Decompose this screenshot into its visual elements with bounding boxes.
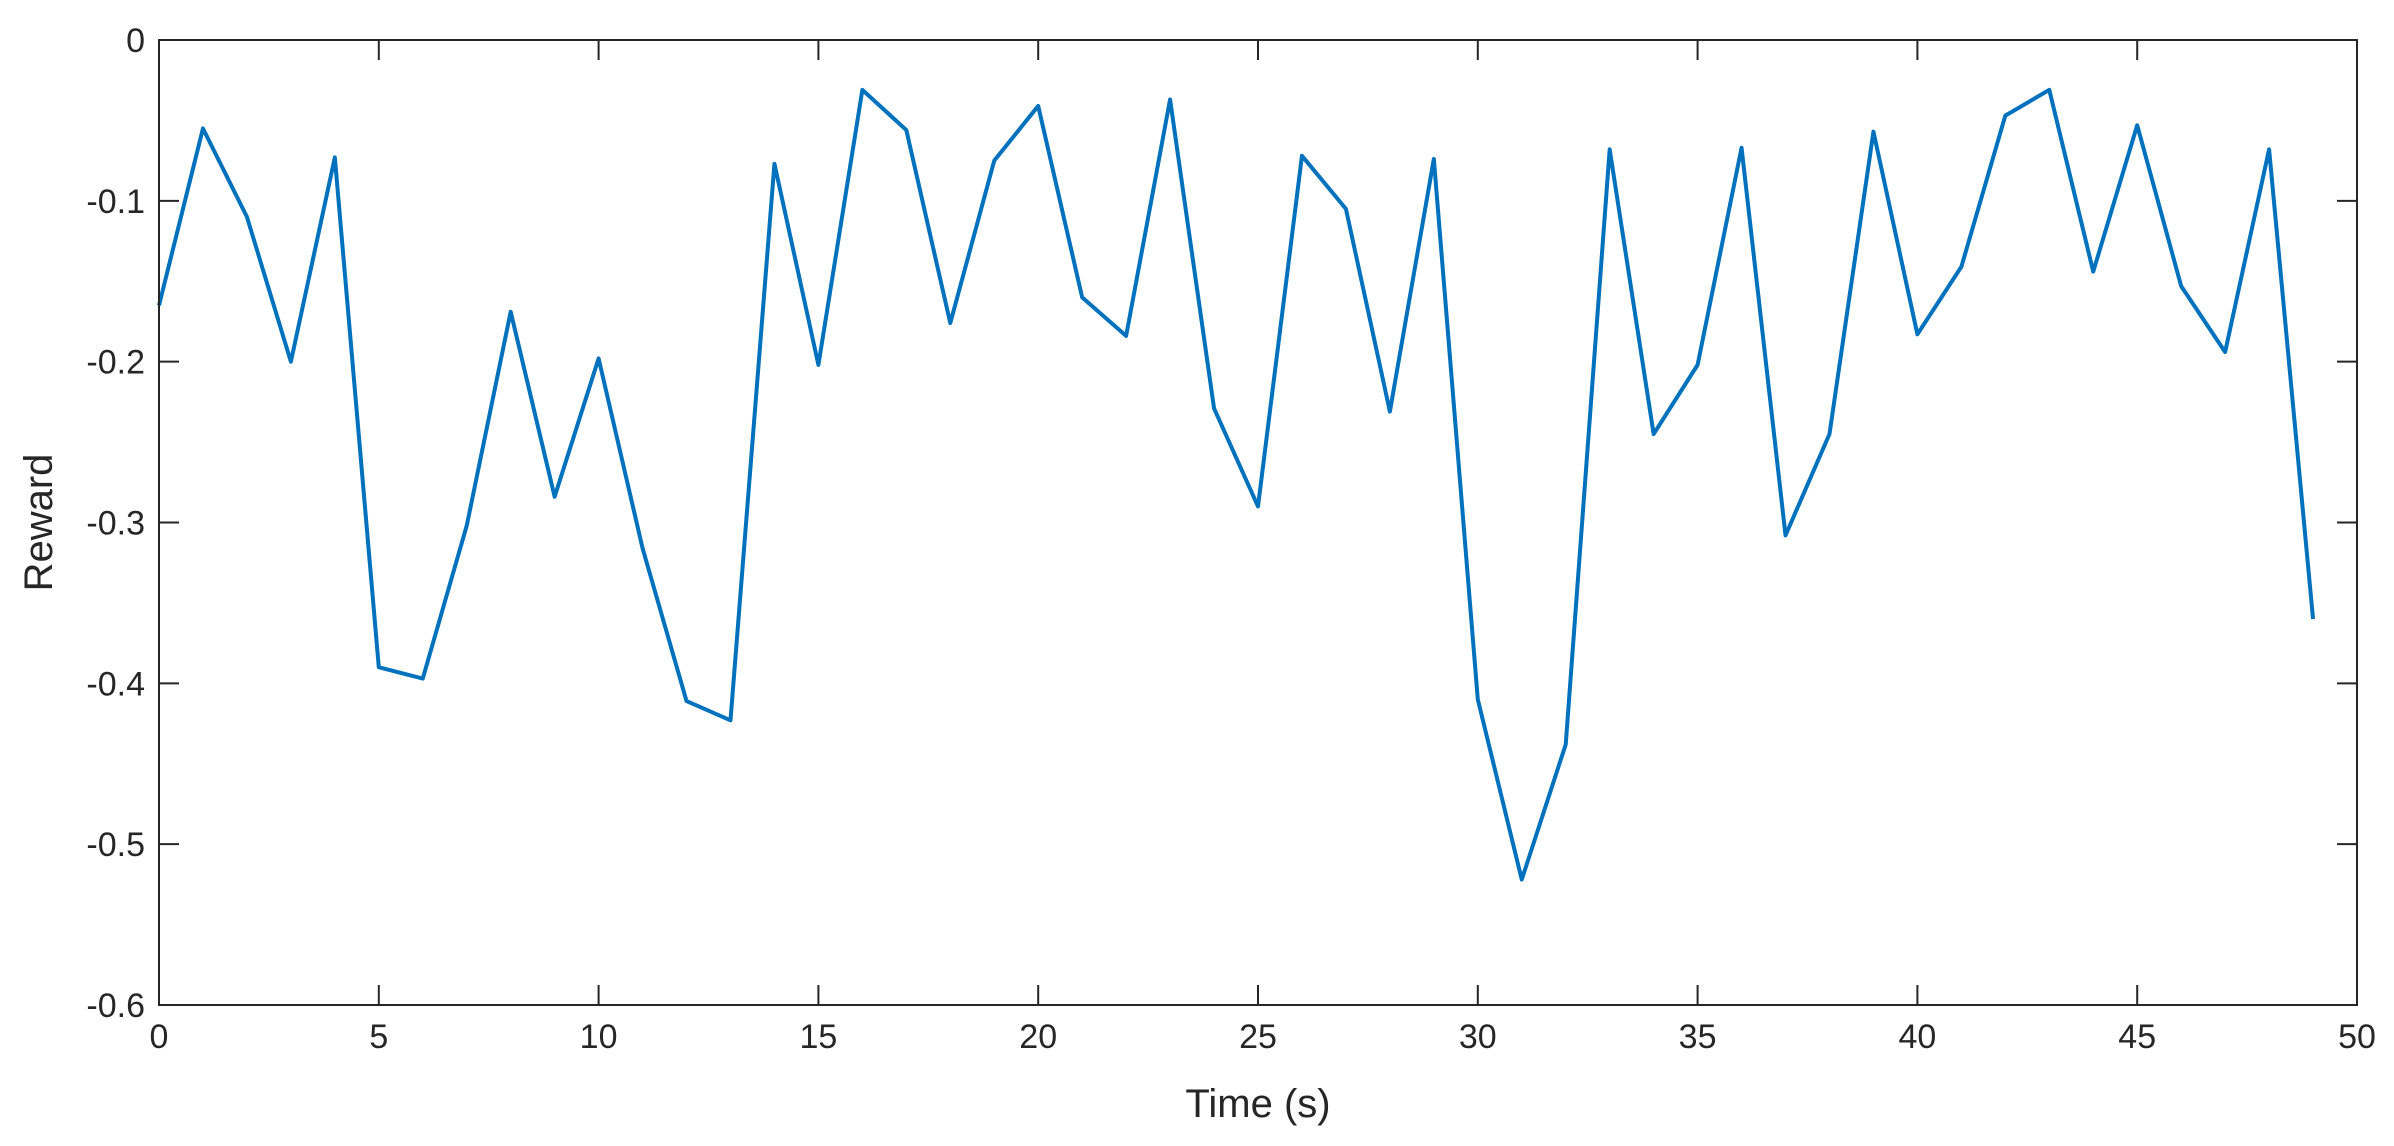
- y-tick-label: -0.4: [86, 665, 145, 703]
- x-tick-label: 10: [580, 1018, 618, 1056]
- x-tick-label: 45: [2118, 1018, 2156, 1056]
- x-tick-label: 5: [369, 1018, 388, 1056]
- y-tick-label: 0: [126, 22, 145, 60]
- y-tick-label: -0.2: [86, 344, 145, 382]
- y-tick-label: -0.5: [86, 826, 145, 864]
- y-axis-label: Reward: [17, 454, 61, 592]
- y-tick-label: -0.3: [86, 505, 145, 543]
- series-line: [157, 87, 2316, 882]
- y-tick-label: -0.6: [86, 987, 145, 1025]
- x-axis-label: Time (s): [1185, 1082, 1330, 1126]
- series-group: [157, 87, 2316, 882]
- x-tick-label: 25: [1239, 1018, 1277, 1056]
- x-tick-label: 40: [1898, 1018, 1936, 1056]
- x-tick-label: 30: [1459, 1018, 1497, 1056]
- x-tick-label: 20: [1019, 1018, 1057, 1056]
- x-tick-label: 0: [150, 1018, 169, 1056]
- x-tick-label: 15: [799, 1018, 837, 1056]
- x-tick-label: 35: [1679, 1018, 1717, 1056]
- plot-area-frame: [158, 39, 2358, 1006]
- y-tick-label: -0.1: [86, 183, 145, 221]
- x-tick-label: 50: [2338, 1018, 2376, 1056]
- tick-labels: 0 5 10 15 20 25 30 35 40 45 50 0 -0.1 -0.2 -0.3 -0.4 -0.…: [86, 22, 2376, 1056]
